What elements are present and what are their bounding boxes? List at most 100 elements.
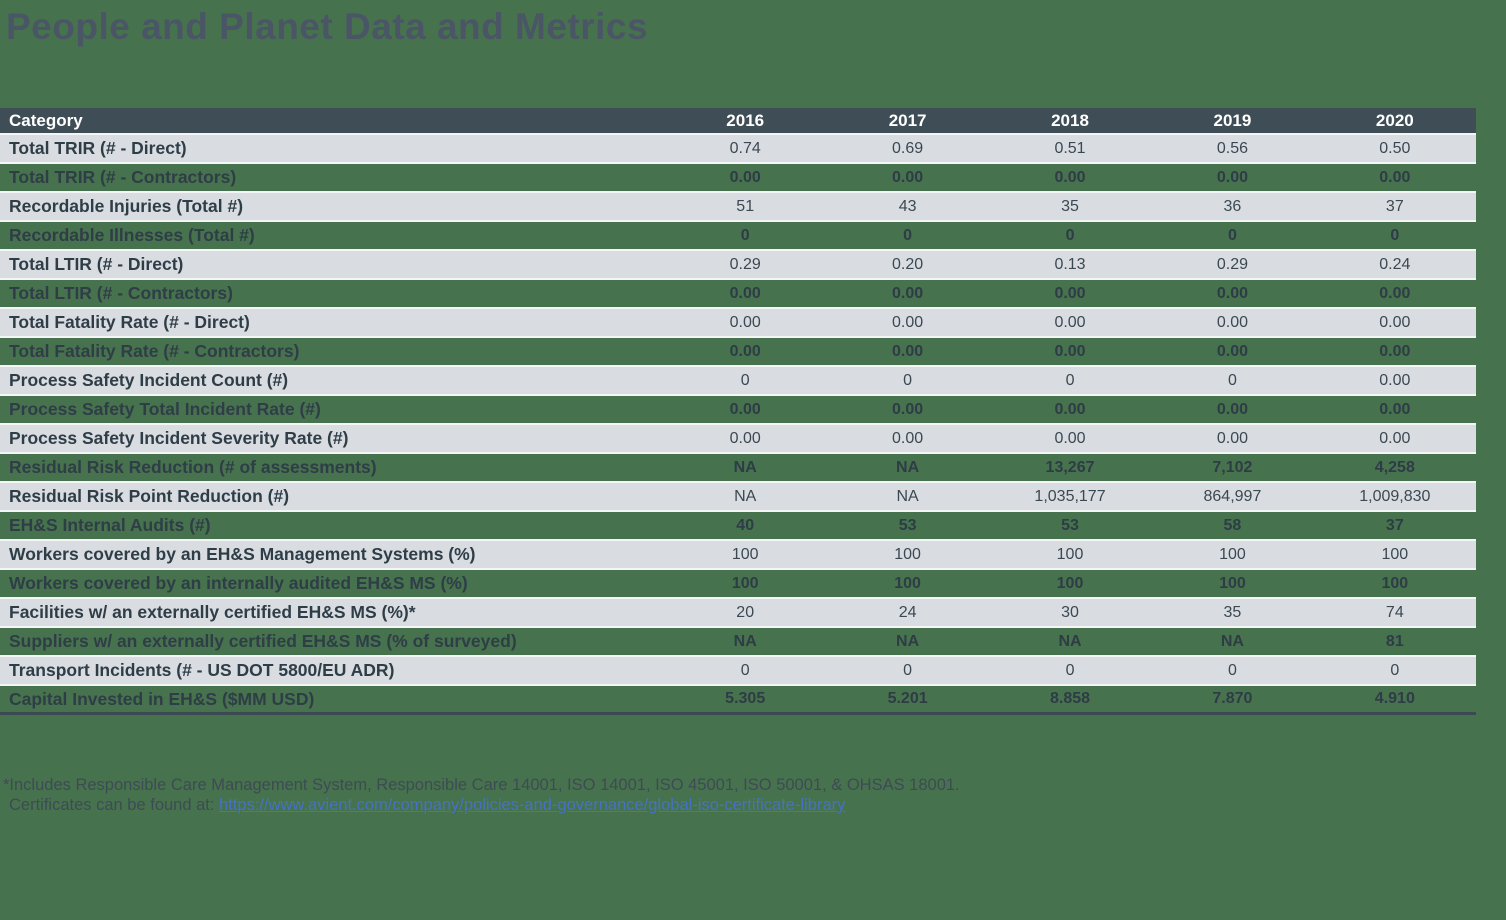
category-cell: Process Safety Incident Count (#): [9, 370, 289, 390]
value-cell: 4.910: [1374, 690, 1415, 707]
value-cell: 0.74: [729, 139, 761, 157]
table-row: Facilities w/ an externally certified EH…: [0, 599, 1476, 628]
value-cell: NA: [733, 458, 757, 476]
value-cell: 0.51: [1054, 139, 1086, 157]
table-row: Transport Incidents (# - US DOT 5800/EU …: [0, 657, 1476, 686]
value-cell: 35: [1223, 603, 1242, 621]
value-cell: 0.00: [729, 429, 761, 447]
value-cell: 0.50: [1379, 139, 1411, 157]
value-cell: 0: [903, 371, 913, 389]
category-cell: Workers covered by an EH&S Management Sy…: [9, 544, 476, 564]
value-cell: 100: [731, 545, 759, 563]
value-cell: 100: [1219, 574, 1246, 592]
value-cell: 0.00: [1216, 429, 1248, 447]
page-title: People and Planet Data and Metrics: [6, 6, 649, 47]
value-cell: 0.00: [1379, 168, 1411, 186]
value-cell: 53: [1061, 516, 1079, 534]
category-cell: Total LTIR (# - Contractors): [9, 283, 233, 303]
value-cell: 0.00: [1216, 342, 1248, 360]
header-cell-year: 2018: [1051, 110, 1089, 130]
value-cell: 37: [1385, 516, 1404, 534]
category-cell: Capital Invested in EH&S ($MM USD): [9, 688, 315, 709]
value-cell: 35: [1061, 197, 1079, 215]
value-cell: 53: [898, 516, 917, 534]
value-cell: NA: [733, 632, 757, 650]
footnote: *Includes Responsible Care Management Sy…: [3, 775, 960, 815]
category-cell: Process Safety Total Incident Rate (#): [9, 399, 321, 419]
table-row: Process Safety Total Incident Rate (#) 0.…: [0, 396, 1476, 425]
table-row: Total Fatality Rate (# - Contractors) 0.0…: [0, 338, 1476, 367]
table-row: Suppliers w/ an externally certified EH&…: [0, 628, 1476, 657]
value-cell: 100: [894, 545, 921, 563]
header-cell-year: 2020: [1375, 110, 1414, 130]
value-cell: 7,102: [1212, 458, 1253, 476]
value-cell: 51: [736, 197, 755, 215]
certificate-library-link[interactable]: https://www.avient.com/company/policies-…: [219, 796, 846, 814]
value-cell: 0.00: [1054, 168, 1086, 186]
value-cell: 74: [1385, 603, 1404, 621]
footnote-line2-prefix: Certificates can be found at:: [9, 796, 220, 814]
value-cell: 4,258: [1374, 458, 1415, 476]
value-cell: 0.00: [1054, 313, 1086, 331]
table-row: Recordable Injuries (Total #) 51 43 35 36 37: [0, 193, 1476, 222]
category-cell: Total Fatality Rate (# - Contractors): [9, 341, 300, 361]
table-row: Residual Risk Point Reduction (#) NA NA 1,0…: [0, 483, 1476, 512]
value-cell: 0: [1227, 661, 1237, 679]
value-cell: 58: [1223, 516, 1242, 534]
value-cell: 0: [1227, 226, 1237, 244]
category-cell: Workers covered by an internally audited…: [9, 573, 468, 593]
value-cell: 0.00: [729, 168, 761, 186]
value-cell: 0.00: [729, 284, 761, 302]
value-cell: NA: [734, 487, 757, 505]
value-cell: 0: [740, 226, 750, 244]
value-cell: 0.29: [1216, 255, 1248, 273]
value-cell: 0: [1065, 371, 1075, 389]
value-cell: 0.56: [1216, 139, 1248, 157]
value-cell: 81: [1385, 632, 1404, 650]
value-cell: 40: [736, 516, 755, 534]
table-header-row: Category 2016 2017 2018 2019 2020: [0, 108, 1476, 135]
value-cell: 0.13: [1054, 255, 1086, 273]
category-cell: Residual Risk Reduction (# of assessment…: [9, 457, 377, 477]
value-cell: NA: [1058, 632, 1082, 650]
value-cell: 864,997: [1203, 487, 1262, 505]
value-cell: NA: [896, 458, 920, 476]
value-cell: 0.00: [1054, 429, 1086, 447]
value-cell: 5.305: [725, 690, 766, 707]
table-row: Total TRIR (# - Contractors) 0.00 0.00 0.00…: [0, 164, 1476, 193]
footnote-line2: Certificates can be found at: https://ww…: [3, 795, 960, 815]
value-cell: 0.00: [1216, 284, 1248, 302]
footnote-line1: *Includes Responsible Care Management Sy…: [3, 776, 960, 794]
table-row: Residual Risk Reduction (# of assessment…: [0, 454, 1476, 483]
table-row: Recordable Illnesses (Total #) 0 0 0 0 0: [0, 222, 1476, 251]
value-cell: NA: [896, 632, 920, 650]
value-cell: 0: [1390, 661, 1400, 679]
header-cell-year: 2016: [726, 110, 765, 130]
value-cell: 20: [736, 603, 755, 621]
value-cell: 0.00: [892, 400, 924, 418]
table-row: Workers covered by an EH&S Management Sy…: [0, 541, 1476, 570]
value-cell: 0.00: [1379, 284, 1411, 302]
value-cell: 0: [740, 661, 750, 679]
table-row: Capital Invested in EH&S ($MM USD) 5.305 5…: [0, 686, 1476, 715]
header-cell-year: 2019: [1213, 110, 1252, 130]
value-cell: 0.00: [1379, 313, 1411, 331]
value-cell: 0.00: [1054, 400, 1086, 418]
value-cell: 0.00: [729, 342, 761, 360]
value-cell: 100: [894, 574, 921, 592]
value-cell: 0.00: [892, 168, 924, 186]
value-cell: 8.858: [1049, 690, 1091, 707]
value-cell: 0: [740, 371, 750, 389]
value-cell: 0.00: [892, 284, 924, 302]
value-cell: 0.00: [892, 342, 924, 360]
category-cell: Facilities w/ an externally certified EH…: [9, 602, 416, 622]
value-cell: 100: [731, 574, 759, 592]
value-cell: 24: [898, 603, 917, 621]
value-cell: 0.00: [1216, 400, 1248, 418]
value-cell: NA: [896, 487, 919, 505]
value-cell: 30: [1061, 603, 1079, 621]
value-cell: 0: [1390, 226, 1400, 244]
table-row: Total LTIR (# - Contractors) 0.00 0.00 0.00…: [0, 280, 1476, 309]
header-cell-year: 2017: [888, 110, 927, 130]
value-cell: 100: [1381, 545, 1409, 563]
